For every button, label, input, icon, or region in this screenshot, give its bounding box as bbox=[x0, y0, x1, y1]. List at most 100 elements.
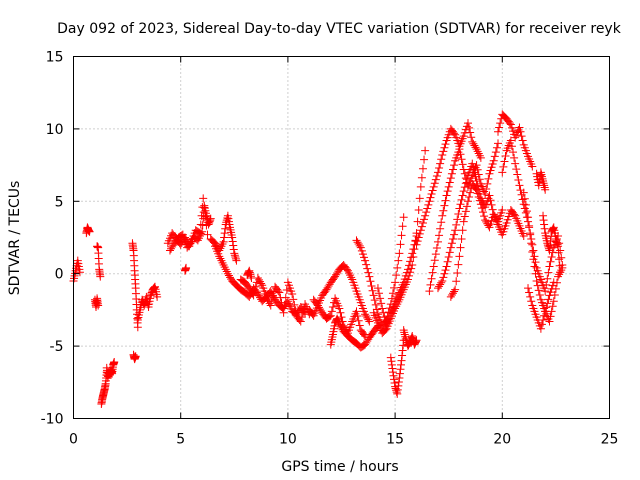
data-point bbox=[479, 208, 487, 216]
data-point bbox=[550, 297, 558, 305]
data-point bbox=[398, 357, 406, 365]
data-point bbox=[424, 201, 432, 209]
data-point bbox=[398, 352, 406, 360]
x-tick-label: 15 bbox=[386, 432, 404, 448]
x-axis-title: GPS time / hours bbox=[281, 459, 398, 475]
data-point bbox=[446, 248, 454, 256]
data-point bbox=[391, 278, 399, 286]
series-C bbox=[91, 294, 102, 311]
data-point bbox=[372, 301, 380, 309]
data-point bbox=[416, 194, 424, 202]
data-point bbox=[401, 331, 409, 339]
data-point bbox=[539, 212, 547, 220]
data-point bbox=[446, 178, 454, 186]
data-point bbox=[445, 253, 453, 261]
data-point bbox=[134, 323, 142, 331]
data-point bbox=[489, 206, 497, 214]
data-point bbox=[232, 255, 240, 263]
data-point bbox=[421, 147, 429, 155]
data-point bbox=[547, 258, 555, 266]
data-point bbox=[438, 212, 446, 220]
data-point bbox=[541, 186, 549, 194]
data-point bbox=[467, 133, 475, 141]
data-point bbox=[541, 225, 549, 233]
data-point bbox=[365, 273, 373, 281]
data-point bbox=[428, 275, 436, 283]
data-point bbox=[397, 361, 405, 369]
data-point bbox=[522, 209, 530, 217]
data-point bbox=[494, 128, 502, 136]
data-point bbox=[444, 258, 452, 266]
data-point bbox=[431, 179, 439, 187]
data-point bbox=[421, 212, 429, 220]
data-point bbox=[387, 357, 395, 365]
data-point bbox=[429, 269, 437, 277]
data-point bbox=[417, 183, 425, 191]
data-point bbox=[527, 297, 535, 305]
data-point bbox=[499, 163, 507, 171]
data-point bbox=[425, 287, 433, 295]
data-point bbox=[528, 248, 536, 256]
data-point bbox=[515, 181, 523, 189]
data-point bbox=[537, 171, 545, 179]
y-tick-label: 10 bbox=[46, 122, 64, 138]
data-point bbox=[355, 317, 363, 325]
y-tick-label: -10 bbox=[41, 412, 64, 428]
data-point bbox=[440, 144, 448, 152]
data-point bbox=[393, 388, 401, 396]
data-point bbox=[418, 174, 426, 182]
data-point bbox=[399, 222, 407, 230]
data-point bbox=[231, 251, 239, 259]
data-point bbox=[528, 241, 536, 249]
data-point bbox=[221, 225, 229, 233]
x-tick-label: 5 bbox=[176, 432, 185, 448]
data-point bbox=[443, 192, 451, 200]
data-point bbox=[289, 295, 297, 303]
data-point bbox=[389, 368, 397, 376]
data-point bbox=[438, 151, 446, 159]
data-point bbox=[432, 250, 440, 258]
data-points bbox=[70, 110, 567, 408]
data-point bbox=[441, 266, 449, 274]
data-point bbox=[453, 269, 461, 277]
data-point bbox=[362, 261, 370, 269]
x-tick-label: 0 bbox=[69, 432, 78, 448]
data-point bbox=[458, 155, 466, 163]
series-AA bbox=[434, 160, 506, 293]
data-point bbox=[463, 202, 471, 210]
data-point bbox=[443, 262, 451, 270]
data-point bbox=[460, 187, 468, 195]
data-point bbox=[398, 231, 406, 239]
data-point bbox=[223, 214, 231, 222]
y-tick-label: 5 bbox=[55, 194, 64, 210]
data-point bbox=[396, 370, 404, 378]
x-tick-label: 10 bbox=[279, 432, 297, 448]
data-point bbox=[364, 269, 372, 277]
data-point bbox=[366, 277, 374, 285]
series-W bbox=[387, 336, 408, 398]
data-point bbox=[408, 249, 416, 257]
data-point bbox=[439, 273, 447, 281]
data-point bbox=[455, 252, 463, 260]
data-point bbox=[525, 222, 533, 230]
data-point bbox=[431, 256, 439, 264]
data-point bbox=[437, 218, 445, 226]
y-tick-label: -5 bbox=[50, 339, 64, 355]
data-point bbox=[556, 268, 564, 276]
data-point bbox=[436, 281, 444, 289]
data-point bbox=[425, 197, 433, 205]
grid-lines bbox=[74, 57, 610, 419]
data-point bbox=[545, 262, 553, 270]
data-point bbox=[220, 234, 228, 242]
data-point bbox=[449, 165, 457, 173]
x-tick-label: 25 bbox=[601, 432, 619, 448]
data-point bbox=[436, 225, 444, 233]
data-point bbox=[388, 361, 396, 369]
data-point bbox=[440, 202, 448, 210]
data-point bbox=[435, 164, 443, 172]
data-point bbox=[491, 152, 499, 160]
series-AG bbox=[533, 168, 550, 193]
data-point bbox=[230, 249, 238, 257]
data-point bbox=[458, 196, 466, 204]
data-point bbox=[519, 136, 527, 144]
